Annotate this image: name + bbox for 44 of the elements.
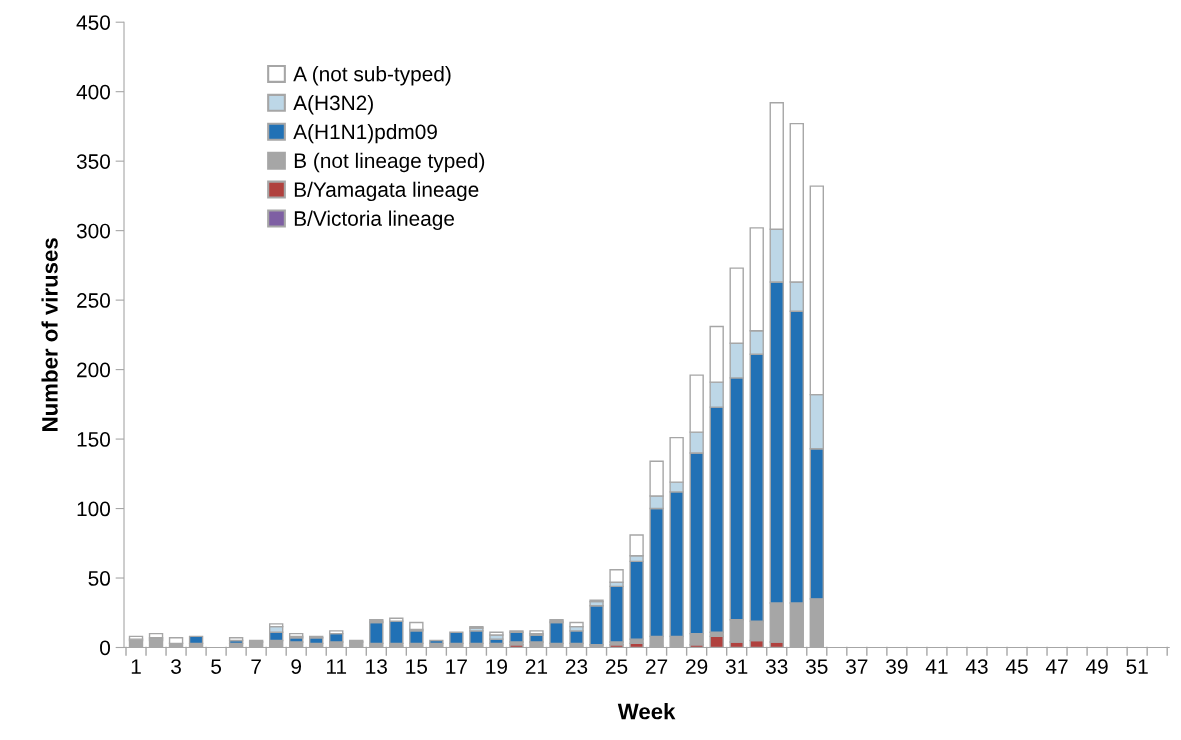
x-axis-title: Week <box>617 703 676 720</box>
x-tick-label: 27 <box>646 659 668 674</box>
legend-label: A(H3N2) <box>293 94 373 115</box>
x-tick-label: 21 <box>525 659 548 674</box>
y-tick-label: 50 <box>88 571 110 586</box>
legend-label: B/Yamagata lineage <box>294 181 479 202</box>
legend-label: B/Victoria lineage <box>294 210 455 231</box>
x-tick-label: 3 <box>171 659 181 674</box>
x-tick-label: 41 <box>925 659 948 674</box>
x-tick-label: 19 <box>486 659 508 674</box>
x-tick-label: 31 <box>725 659 748 674</box>
x-tick-label: 47 <box>1045 659 1068 674</box>
legend-label: B (not lineage typed) <box>294 152 485 173</box>
x-tick-label: 25 <box>606 659 628 674</box>
x-tick-label: 11 <box>327 659 347 674</box>
x-tick-label: 9 <box>291 659 302 674</box>
y-tick-label: 350 <box>76 154 110 169</box>
x-tick-label: 5 <box>211 659 222 674</box>
y-tick-label: 200 <box>77 362 110 378</box>
y-tick-label: 250 <box>77 293 110 308</box>
x-tick-label: 33 <box>765 659 788 674</box>
y-tick-label: 150 <box>77 432 110 447</box>
x-tick-label: 15 <box>406 659 428 674</box>
x-tick-label: 49 <box>1086 659 1108 674</box>
x-tick-label: 23 <box>565 659 588 674</box>
x-tick-label: 37 <box>846 659 868 674</box>
y-tick-label: 100 <box>77 501 110 517</box>
y-tick-label: 300 <box>76 223 110 239</box>
x-tick-label: 45 <box>1005 659 1028 674</box>
x-tick-label: 51 <box>1126 659 1148 674</box>
x-tick-label: 29 <box>686 659 708 674</box>
y-tick-label: 450 <box>76 15 110 30</box>
legend-label: A(H1N1)pdm09 <box>293 123 437 144</box>
legend-label: A (not sub-typed) <box>293 66 451 86</box>
y-tick-label: 0 <box>100 640 110 656</box>
y-axis-title: Number of viruses <box>41 238 58 431</box>
x-tick-label: 35 <box>806 659 828 674</box>
x-tick-label: 39 <box>886 659 908 674</box>
x-tick-label: 17 <box>446 659 467 674</box>
x-tick-label: 13 <box>366 659 387 674</box>
y-tick-label: 400 <box>76 84 110 100</box>
x-tick-label: 1 <box>131 659 141 674</box>
x-tick-label: 43 <box>965 659 988 674</box>
x-tick-label: 7 <box>251 659 261 674</box>
